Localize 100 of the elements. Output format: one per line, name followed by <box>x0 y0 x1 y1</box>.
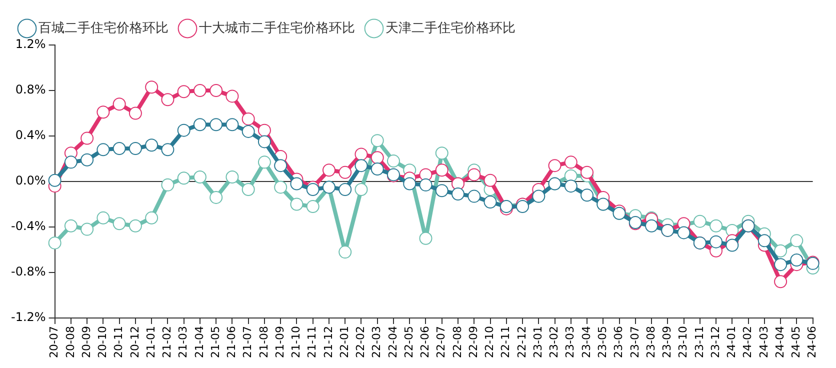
x-tick-label: 22-05 <box>402 326 416 358</box>
x-tick-label: 23-11 <box>692 326 706 358</box>
point <box>790 254 804 267</box>
point <box>177 172 190 185</box>
x-tick-label: 24-02 <box>741 326 754 358</box>
point <box>96 106 110 119</box>
point <box>370 151 384 164</box>
x-tick-label: 22-10 <box>483 326 496 358</box>
legend-label: 天津二手住宅价格环比 <box>386 20 516 36</box>
point <box>774 244 788 258</box>
point <box>128 219 142 232</box>
x-tick-label: 22-01 <box>338 326 351 358</box>
point <box>338 166 352 179</box>
legend-label: 百城二手住宅价格环比 <box>38 20 168 36</box>
y-tick-label: 0.0% <box>15 174 46 188</box>
point <box>403 177 416 190</box>
point <box>419 178 432 192</box>
x-tick-label: 20-12 <box>128 326 142 358</box>
point <box>242 182 255 196</box>
point <box>370 162 384 176</box>
y-tick-label: -0.8% <box>10 264 46 279</box>
y-tick-label: -0.4% <box>10 219 46 234</box>
point <box>128 106 142 120</box>
point <box>274 159 288 172</box>
point <box>710 219 723 232</box>
point <box>468 168 481 182</box>
point <box>774 258 788 272</box>
point <box>193 118 206 132</box>
x-tick-label: 21-12 <box>322 326 335 358</box>
point <box>96 143 110 156</box>
point <box>242 124 255 138</box>
x-tick-label: 20-08 <box>64 326 77 358</box>
point <box>80 132 94 145</box>
point <box>354 182 368 196</box>
point <box>226 90 239 103</box>
point <box>306 200 320 214</box>
point <box>226 118 239 132</box>
x-tick-label: 22-04 <box>386 326 400 358</box>
point <box>774 275 788 288</box>
point <box>226 170 239 184</box>
point <box>290 177 304 190</box>
point <box>145 211 158 224</box>
x-tick-label: 21-04 <box>192 326 206 358</box>
point <box>452 188 464 201</box>
point <box>435 184 448 198</box>
x-tick-label: 21-07 <box>241 326 254 358</box>
point <box>548 159 562 172</box>
x-tick-label: 21-10 <box>290 326 303 358</box>
x-tick-label: 23-12 <box>708 326 722 358</box>
point <box>484 195 497 208</box>
point <box>386 154 400 168</box>
point <box>128 142 142 156</box>
point <box>161 178 174 192</box>
point <box>210 84 223 98</box>
x-tick-label: 21-03 <box>176 326 190 358</box>
x-tick-label: 23-02 <box>548 326 561 358</box>
y-tick-label: 1.2% <box>15 37 46 52</box>
x-tick-label: 21-08 <box>257 326 270 358</box>
x-tick-label: 23-04 <box>580 326 593 358</box>
point <box>210 190 223 204</box>
point <box>354 148 368 161</box>
point <box>112 217 126 230</box>
point <box>177 85 190 98</box>
point <box>112 98 126 111</box>
point <box>516 200 530 214</box>
x-tick-label: 22-07 <box>434 326 448 358</box>
x-tick-label: 24-06 <box>806 326 819 358</box>
point <box>112 142 126 156</box>
point <box>580 166 594 179</box>
point <box>64 219 78 232</box>
point <box>726 238 739 252</box>
y-tick-label: 0.4% <box>15 128 46 142</box>
point <box>161 93 174 106</box>
x-tick-label: 24-05 <box>790 326 803 358</box>
point <box>322 164 336 177</box>
x-tick-label: 23-07 <box>628 326 642 358</box>
point <box>210 118 223 132</box>
point <box>290 198 304 211</box>
x-tick-label: 22-09 <box>466 326 480 358</box>
y-tick-label: 0.8% <box>15 82 46 97</box>
point <box>258 135 271 148</box>
x-tick-label: 21-02 <box>160 326 174 358</box>
point <box>354 159 368 172</box>
point <box>580 188 594 202</box>
point <box>177 124 190 137</box>
point <box>96 211 110 224</box>
point <box>80 222 94 236</box>
x-tick-label: 24-01 <box>725 326 738 358</box>
point <box>193 170 206 184</box>
point <box>258 124 271 137</box>
point <box>48 236 62 250</box>
point <box>64 156 78 169</box>
x-tick-label: 21-06 <box>225 326 238 358</box>
x-tick-label: 20-09 <box>80 326 93 358</box>
point <box>161 143 174 156</box>
point <box>645 219 658 232</box>
point <box>274 180 288 194</box>
point <box>338 182 352 196</box>
x-tick-label: 24-04 <box>773 326 786 358</box>
x-tick-label: 22-08 <box>450 326 464 358</box>
